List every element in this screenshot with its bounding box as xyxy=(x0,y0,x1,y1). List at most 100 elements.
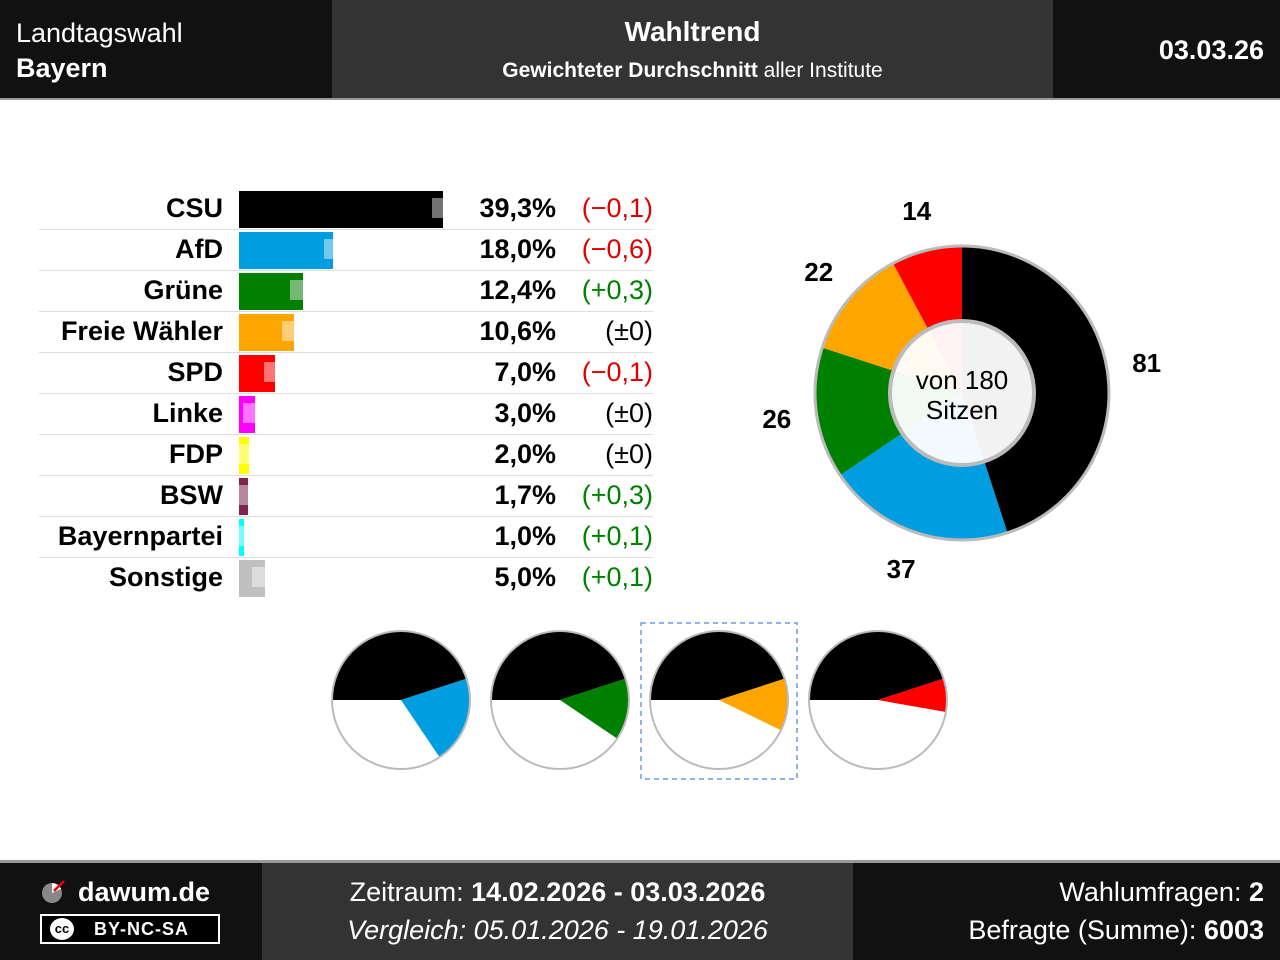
coalition-slice xyxy=(878,678,947,712)
election-region: Bayern xyxy=(16,53,108,83)
pie-outline xyxy=(808,630,948,770)
previous-value-marker xyxy=(263,362,278,382)
license-text: BY-NC-SA xyxy=(94,919,190,939)
party-label: CSU xyxy=(165,193,223,223)
bar-row: BSW 1,7% (+0,3) xyxy=(39,476,653,516)
bar xyxy=(239,191,444,228)
coalition-pies-svg xyxy=(331,622,948,780)
bar xyxy=(239,519,245,556)
bar xyxy=(239,560,265,597)
change-label: (±0) xyxy=(605,316,653,346)
bar-row: AfD 18,0% (−0,6) xyxy=(39,230,653,270)
coalition-pie[interactable] xyxy=(331,630,471,770)
pie-outline xyxy=(490,630,630,770)
bar xyxy=(239,396,255,433)
footer-divider xyxy=(0,860,1280,863)
row-separator xyxy=(39,516,653,517)
brand-link[interactable]: dawum.de xyxy=(78,877,211,907)
party-label: AfD xyxy=(175,234,223,264)
change-label: (±0) xyxy=(605,439,653,469)
bar-row: Freie Wähler 10,6% (±0) xyxy=(39,312,653,352)
change-label: (+0,1) xyxy=(581,521,653,551)
pie-outline xyxy=(649,630,789,770)
selected-coalition-frame xyxy=(640,622,798,780)
row-separator xyxy=(39,393,653,394)
license-badge[interactable]: cc BY-NC-SA xyxy=(40,914,220,944)
bar-row: SPD 7,0% (−0,1) xyxy=(39,353,653,393)
bar xyxy=(239,273,304,310)
seat-count-label: 22 xyxy=(804,257,834,288)
seat-count-label: 14 xyxy=(902,196,932,227)
bar-row: CSU 39,3% (−0,1) xyxy=(39,189,653,229)
election-type: Landtagswahl xyxy=(16,18,183,48)
previous-value-marker xyxy=(231,526,246,546)
previous-value-marker xyxy=(323,239,338,259)
previous-value-marker xyxy=(252,567,267,587)
cc-icon: cc xyxy=(50,918,74,940)
change-label: (+0,3) xyxy=(581,480,653,510)
donut-center-text: von 180 xyxy=(916,365,1009,395)
coalition-pie[interactable] xyxy=(490,630,630,770)
row-separator xyxy=(39,311,653,312)
previous-value-marker xyxy=(237,444,252,464)
vote-share-bar-chart: CSU 39,3% (−0,1) AfD 18,0% (−0,6) Grüne 12,4% (+… xyxy=(39,189,653,598)
value-label: 10,6% xyxy=(479,316,556,346)
row-separator xyxy=(39,352,653,353)
page-subtitle: Gewichteter Durchschnitt aller Institute xyxy=(332,59,1053,83)
coalition-slice xyxy=(809,630,944,700)
value-label: 39,3% xyxy=(479,193,556,223)
coalition-slice xyxy=(560,678,629,739)
change-label: (−0,6) xyxy=(581,234,653,264)
coalition-slice xyxy=(332,631,467,700)
value-label: 1,7% xyxy=(494,480,556,510)
footer-center: Zeitraum: 14.02.2026 - 03.03.2026 Vergle… xyxy=(262,863,853,960)
header-center: Wahltrend Gewichteter Durchschnitt aller… xyxy=(332,0,1053,98)
row-separator xyxy=(39,270,653,271)
period-label: Zeitraum: xyxy=(349,877,472,907)
donut-outline xyxy=(813,244,1111,542)
value-label: 2,0% xyxy=(494,439,556,469)
bar-row: Linke 3,0% (±0) xyxy=(39,394,653,434)
dawum-logo-icon xyxy=(42,880,65,903)
party-label: Grüne xyxy=(143,275,223,305)
previous-value-marker xyxy=(234,485,249,505)
subtitle-bold: Gewichteter Durchschnitt xyxy=(502,59,758,82)
bar-row: Bayernpartei 1,0% (+0,1) xyxy=(39,517,653,557)
row-separator xyxy=(39,557,653,558)
coalition-pie[interactable] xyxy=(640,622,798,780)
coalition-slice xyxy=(650,631,785,700)
change-label: (−0,1) xyxy=(581,193,653,223)
party-label: Bayernpartei xyxy=(57,521,223,551)
donut-hole xyxy=(888,319,1036,467)
polls-label: Wahlumfragen: xyxy=(1059,877,1249,907)
row-separator xyxy=(39,229,653,230)
header-right: 03.03.26 xyxy=(1053,0,1280,98)
coalition-pie[interactable] xyxy=(808,630,948,770)
party-label: BSW xyxy=(160,480,223,510)
party-label: FDP xyxy=(169,439,223,469)
bar-row: FDP 2,0% (±0) xyxy=(39,435,653,475)
value-label: 18,0% xyxy=(479,234,556,264)
footer-left: dawum.de cc BY-NC-SA xyxy=(0,863,262,960)
previous-value-marker xyxy=(431,198,446,218)
bar-row: Grüne 12,4% (+0,3) xyxy=(39,271,653,311)
bar xyxy=(239,232,333,269)
previous-value-marker xyxy=(282,321,297,341)
respondents-label: Befragte (Summe): xyxy=(968,915,1204,945)
respondents-line: Befragte (Summe): 6003 xyxy=(968,915,1264,946)
bar xyxy=(239,314,295,351)
value-label: 5,0% xyxy=(494,562,556,592)
previous-value-marker xyxy=(242,403,257,423)
row-separator xyxy=(39,434,653,435)
change-label: (−0,1) xyxy=(581,357,653,387)
value-label: 12,4% xyxy=(479,275,556,305)
header-left: Landtagswahl Bayern xyxy=(0,0,332,98)
change-label: (+0,1) xyxy=(581,562,653,592)
change-label: (±0) xyxy=(605,398,653,428)
respondents-count: 6003 xyxy=(1203,915,1264,945)
value-label: 3,0% xyxy=(494,398,556,428)
header-divider xyxy=(0,98,1280,100)
seat-count-label: 81 xyxy=(1132,348,1162,379)
bar-row: Sonstige 5,0% (+0,1) xyxy=(39,558,653,598)
